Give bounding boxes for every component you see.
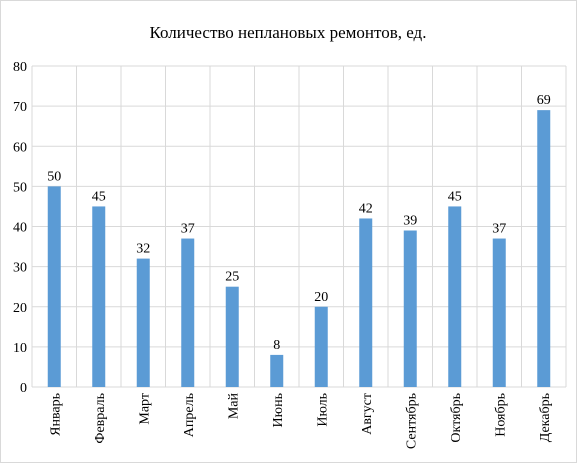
x-tick-label: Апрель (182, 393, 197, 437)
bar-10 (448, 206, 462, 387)
y-tick-label: 60 (13, 140, 27, 155)
x-tick-label: Февраль (93, 393, 108, 444)
data-label: 45 (92, 189, 106, 204)
data-label: 39 (403, 214, 417, 229)
data-label: 37 (492, 222, 506, 237)
bar-8 (359, 218, 373, 387)
x-tick-label: Июль (315, 393, 330, 427)
data-label: 42 (359, 201, 373, 216)
data-labels: 50 45 32 37 25 8 20 42 39 45 37 69 (47, 93, 551, 353)
x-tick-label: Декабрь (538, 393, 553, 442)
data-label: 45 (448, 189, 462, 204)
x-tick-label: Октябрь (449, 393, 464, 443)
bar-1 (47, 186, 61, 387)
x-tick-label: Сентябрь (404, 393, 419, 449)
bar-3 (136, 258, 150, 387)
data-label: 20 (314, 290, 328, 305)
y-tick-label: 50 (13, 180, 27, 195)
y-tick-label: 30 (13, 261, 27, 276)
x-tick-label: Июнь (271, 393, 286, 427)
bar-12 (537, 110, 551, 387)
data-label: 69 (537, 93, 551, 108)
x-tick-label: Январь (48, 393, 63, 436)
y-tick-label: 80 (13, 60, 27, 75)
x-tick-label: Май (226, 392, 241, 419)
x-tick-label: Март (137, 393, 152, 425)
x-axis-ticks: Январь Февраль Март Апрель Май Июнь Июль Август… (48, 392, 553, 449)
y-tick-label: 20 (13, 301, 27, 316)
y-axis-ticks: 0 10 20 30 40 50 60 70 80 (13, 60, 27, 396)
chart-title: Количество неплановых ремонтов, ед. (150, 23, 427, 42)
bar-6 (270, 354, 284, 387)
bars (47, 110, 551, 387)
x-tick-label: Ноябрь (493, 393, 508, 437)
data-label: 32 (136, 242, 150, 257)
bar-2 (92, 206, 106, 387)
bar-5 (225, 286, 239, 387)
bar-11 (492, 238, 506, 387)
data-label: 8 (273, 338, 280, 353)
data-label: 25 (225, 270, 239, 285)
bar-9 (403, 230, 417, 387)
data-label: 50 (47, 169, 61, 184)
bar-7 (314, 306, 328, 387)
y-tick-label: 0 (20, 381, 27, 396)
y-tick-label: 70 (13, 100, 27, 115)
gridlines (31, 65, 567, 388)
bar-4 (181, 238, 195, 387)
x-tick-label: Август (360, 393, 375, 435)
data-label: 37 (181, 222, 195, 237)
y-tick-label: 10 (13, 341, 27, 356)
y-tick-label: 40 (13, 221, 27, 236)
